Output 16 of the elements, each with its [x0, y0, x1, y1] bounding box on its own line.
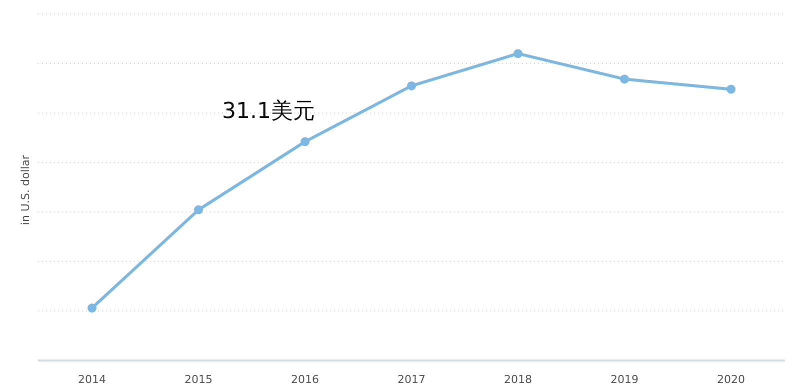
point: [194, 205, 203, 214]
point: [407, 81, 416, 90]
y-axis-title: in U.S. dollar: [19, 154, 32, 226]
x-tick-label: 2014: [78, 373, 106, 386]
x-tick-label: 2019: [610, 373, 638, 386]
point: [514, 49, 522, 58]
x-tick-label: 2018: [504, 373, 532, 386]
point: [620, 74, 629, 84]
point: [88, 304, 96, 313]
x-tick-label: 2016: [291, 373, 319, 386]
x-tick-label: 2015: [184, 373, 212, 386]
point: [726, 84, 736, 94]
x-tick-label: 2020: [717, 373, 745, 386]
annotation: 31.1美元: [222, 99, 315, 124]
x-tick-label: 2017: [398, 373, 426, 386]
point: [300, 137, 310, 146]
